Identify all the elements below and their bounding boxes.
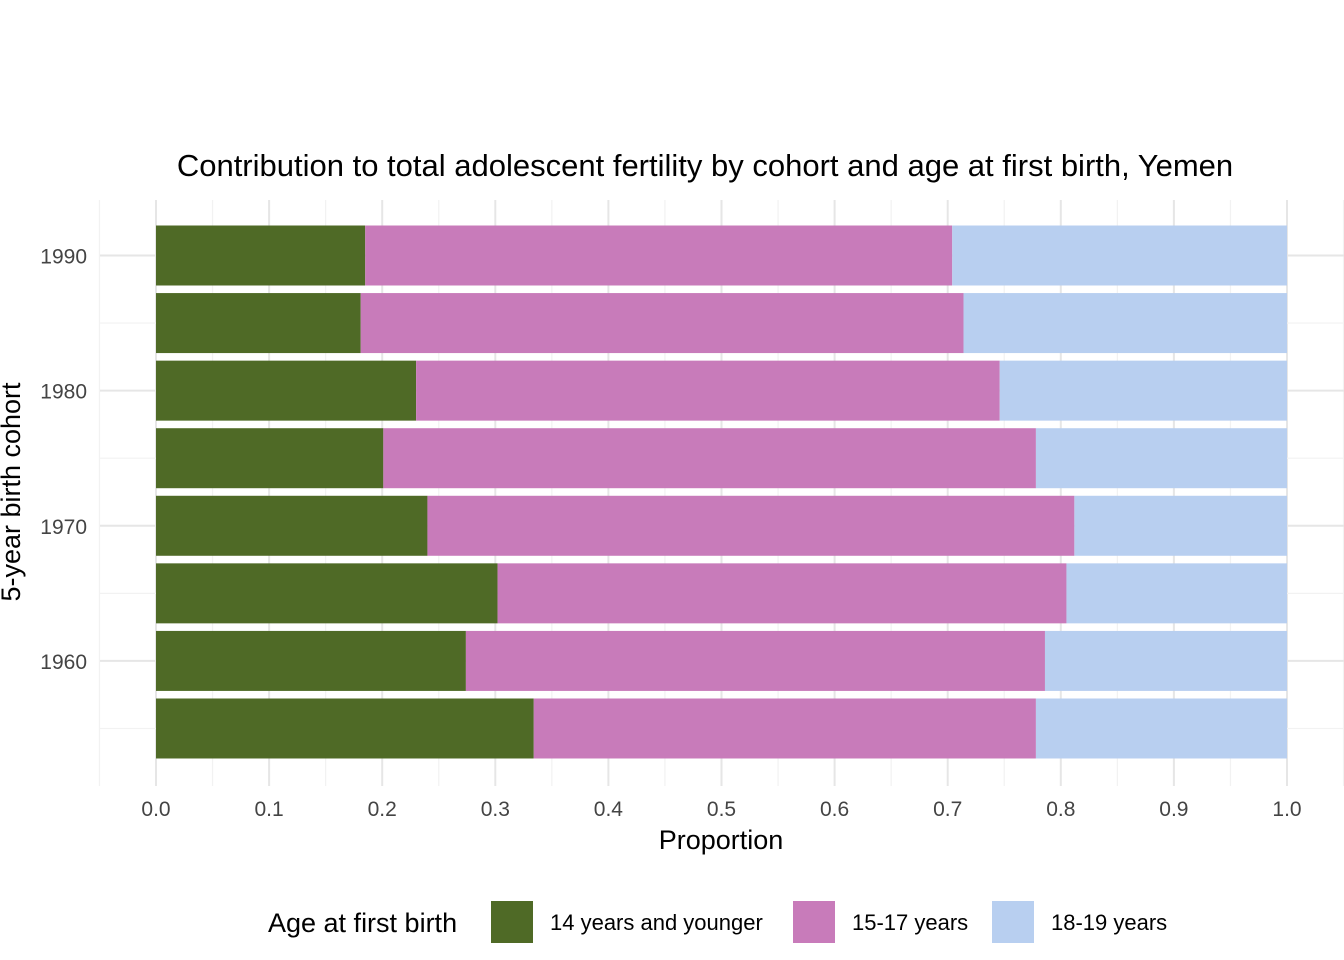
y-tick-label: 1960: [40, 651, 87, 674]
legend: Age at first birth 14 years and younger 1…: [268, 901, 1167, 943]
bar-1990-series-3: [952, 225, 1287, 286]
bar-1965-series-2: [497, 563, 1067, 624]
bar-1980-series-3: [999, 360, 1287, 421]
bar-1955-series-2: [533, 698, 1036, 759]
bar-1985-series-3: [963, 293, 1287, 354]
bar-1960-series-3: [1044, 630, 1287, 691]
x-tick-label: 0.9: [1159, 798, 1188, 821]
x-tick-label: 0.3: [481, 798, 510, 821]
bar-1975-series-1: [156, 428, 384, 489]
legend-key-2: [793, 901, 835, 943]
x-tick-label: 0.8: [1046, 798, 1075, 821]
legend-label-2: 15-17 years: [852, 910, 968, 935]
legend-title: Age at first birth: [268, 908, 457, 938]
y-tick-label: 1970: [40, 516, 87, 539]
x-tick-label: 0.1: [254, 798, 283, 821]
bar-1965-series-1: [156, 563, 498, 624]
x-tick-label: 0.0: [141, 798, 170, 821]
y-axis-title: 5-year birth cohort: [0, 382, 26, 602]
x-tick-label: 1.0: [1272, 798, 1301, 821]
bar-1985-series-2: [360, 293, 964, 354]
bar-1955-series-1: [156, 698, 534, 759]
legend-label-3: 18-19 years: [1051, 910, 1167, 935]
bar-1955-series-3: [1035, 698, 1287, 759]
x-axis-ticks: 0.0 0.1 0.2 0.3 0.4 0.5 0.6 0.7 0.8 0.9 1.0: [141, 798, 1301, 821]
bar-1975-series-3: [1035, 428, 1287, 489]
x-tick-label: 0.5: [707, 798, 736, 821]
bar-1965-series-3: [1066, 563, 1287, 624]
legend-key-1: [491, 901, 533, 943]
bar-1970-series-3: [1074, 495, 1287, 556]
x-tick-label: 0.4: [594, 798, 624, 821]
x-tick-label: 0.7: [933, 798, 962, 821]
x-tick-label: 0.6: [820, 798, 849, 821]
bar-1990-series-2: [365, 225, 953, 286]
bar-1975-series-2: [383, 428, 1036, 489]
bar-1980-series-2: [416, 360, 1000, 421]
y-axis-ticks: 1960 1970 1980 1990: [40, 246, 87, 674]
plot-bars: [156, 225, 1287, 759]
bar-1960-series-1: [156, 630, 466, 691]
legend-label-1: 14 years and younger: [550, 910, 763, 935]
bar-1980-series-1: [156, 360, 417, 421]
bar-1985-series-1: [156, 293, 361, 354]
chart-title: Contribution to total adolescent fertili…: [177, 148, 1233, 183]
x-axis-title: Proportion: [659, 825, 784, 855]
y-tick-label: 1980: [40, 381, 87, 404]
bar-1990-series-1: [156, 225, 366, 286]
x-tick-label: 0.2: [368, 798, 397, 821]
bar-1960-series-2: [465, 630, 1045, 691]
legend-key-3: [992, 901, 1034, 943]
y-tick-label: 1990: [40, 246, 87, 269]
bar-1970-series-1: [156, 495, 428, 556]
bar-1970-series-2: [427, 495, 1075, 556]
plot-grid: [98, 200, 1344, 786]
